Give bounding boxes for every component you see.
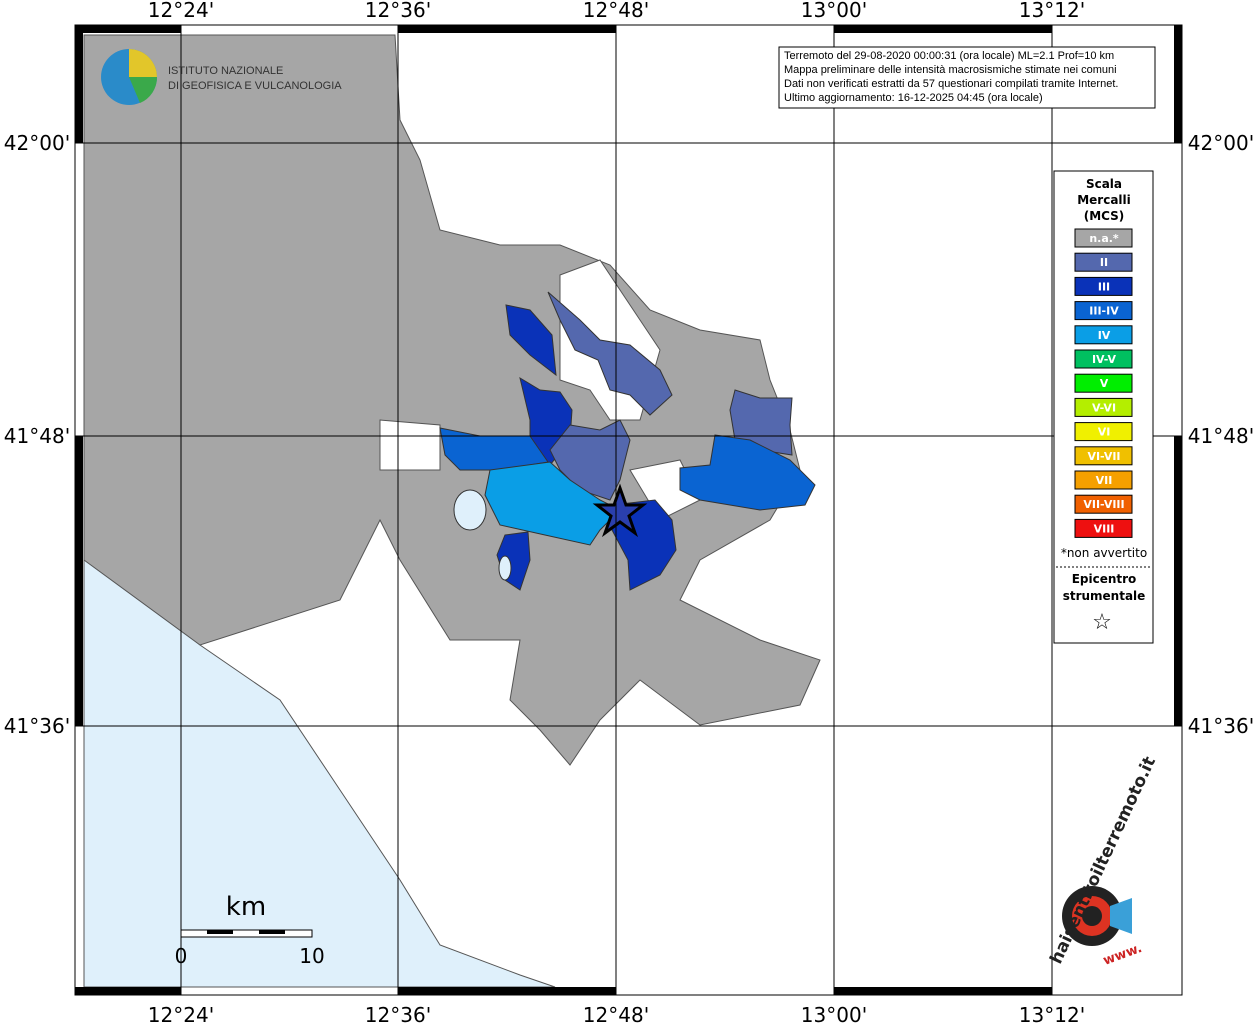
intensity-area: [679, 434, 816, 511]
legend-swatch: [1074, 494, 1133, 514]
white-area: [379, 419, 441, 471]
scale-start: 0: [175, 944, 188, 968]
epicenter-symbol: ☆: [1092, 610, 1112, 635]
legend-label: V: [1100, 377, 1109, 390]
scale-bar-segment: [207, 930, 233, 934]
info-line: Terremoto del 29-08-2020 00:00:31 (ora l…: [784, 50, 1114, 62]
legend-title: Scala: [1086, 177, 1122, 191]
frame-band: [834, 987, 1052, 995]
intensity-area: [729, 389, 793, 456]
frame-band: [75, 987, 181, 995]
legend-label: IV-V: [1092, 353, 1117, 366]
epicenter-star: [592, 483, 648, 538]
frame-band: [75, 25, 83, 143]
intensity-area: [484, 461, 621, 546]
longitude-label: 12°36': [365, 1003, 431, 1024]
legend-content: ScalaMercalli(MCS)n.a.*IIIIIIII-IVIVIV-V…: [1074, 177, 1133, 538]
legend-label: IV: [1098, 329, 1111, 342]
latitude-label: 41°48': [1188, 424, 1254, 448]
info-text: Terremoto del 29-08-2020 00:00:31 (ora l…: [784, 50, 1118, 104]
frame-band: [1174, 436, 1182, 726]
legend-label: III: [1098, 280, 1110, 293]
scale-end: 10: [299, 944, 324, 968]
legend-label: VII: [1096, 474, 1113, 487]
graticule: [75, 25, 1182, 995]
legend-swatch: [1074, 397, 1133, 417]
frame-band: [398, 987, 616, 995]
lake: [498, 555, 512, 581]
legend-label: V-VI: [1092, 401, 1116, 414]
legend-label: VI: [1098, 426, 1111, 439]
longitude-label: 13°12': [1019, 0, 1085, 22]
info-line: Mappa preliminare delle intensità macros…: [784, 64, 1117, 76]
legend-swatch: [1074, 252, 1133, 272]
info-box: [778, 46, 1156, 109]
info-line: Dati non verificati estratti da 57 quest…: [784, 78, 1118, 90]
legend-swatch: [1074, 446, 1133, 466]
info-line: Ultimo aggiornamento: 16-12-2025 04:45 (…: [784, 92, 1043, 104]
legend-swatch: [1074, 325, 1133, 345]
epicenter-label: strumentale: [1063, 589, 1146, 603]
lake: [453, 489, 487, 531]
frame-band: [1174, 25, 1182, 143]
legend-label: VII-VIII: [1083, 498, 1124, 511]
legend-label: n.a.*: [1089, 232, 1119, 245]
latitude-label: 42°00': [4, 131, 70, 155]
longitude-label: 12°48': [583, 1003, 649, 1024]
frame-band: [75, 25, 181, 33]
legend-title: Mercalli: [1077, 193, 1131, 207]
frame-band: [75, 436, 83, 726]
legend-swatch: [1074, 470, 1133, 490]
scale-unit: km: [226, 892, 266, 922]
logo-globe: [129, 49, 157, 77]
legend-swatch: [1074, 518, 1133, 538]
institute-name: DI GEOFISICA E VULCANOLOGIA: [168, 80, 342, 92]
scale-bar-frame: [180, 929, 313, 938]
longitude-label: 12°48': [583, 0, 649, 22]
longitude-label: 13°12': [1019, 1003, 1085, 1024]
legend-swatch: [1074, 301, 1133, 321]
latitude-label: 41°48': [4, 424, 70, 448]
frame-band: [834, 25, 1052, 33]
institute-name: ISTITUTO NAZIONALE: [168, 65, 283, 77]
legend-title: (MCS): [1084, 209, 1125, 223]
legend-swatch: [1074, 276, 1133, 296]
intensity-area: [547, 291, 673, 416]
longitude-label: 12°24': [148, 1003, 214, 1024]
legend-label: III-IV: [1089, 305, 1119, 318]
legend-swatch: [1074, 373, 1133, 393]
longitude-label: 13°00': [801, 1003, 867, 1024]
intensity-area: [505, 304, 557, 377]
scale-bar: km 0 10: [175, 892, 325, 968]
latitude-label: 42°00': [1188, 131, 1254, 155]
legend-note: *non avvertito: [1061, 546, 1147, 560]
legend-swatch: [1074, 228, 1133, 248]
longitude-label: 12°24': [148, 0, 214, 22]
latitude-label: 41°36': [4, 714, 70, 738]
longitude-label: 12°36': [365, 0, 431, 22]
legend-swatch: [1074, 349, 1133, 369]
latitude-label: 41°36': [1188, 714, 1254, 738]
epicenter-label: Epicentro: [1072, 572, 1137, 586]
scale-bar-segment: [259, 930, 285, 934]
longitude-label: 13°00': [801, 0, 867, 22]
legend-swatch: [1074, 422, 1133, 442]
logo-target: [1082, 906, 1102, 926]
ingv-logo: ISTITUTO NAZIONALE DI GEOFISICA E VULCAN…: [101, 49, 342, 105]
legend-label: II: [1100, 256, 1108, 269]
logo-globe: [129, 77, 158, 103]
frame-band: [398, 25, 616, 33]
legend-label: VI-VII: [1087, 450, 1120, 463]
logo-speaker: [1110, 898, 1132, 934]
legend-label: VIII: [1094, 522, 1115, 535]
